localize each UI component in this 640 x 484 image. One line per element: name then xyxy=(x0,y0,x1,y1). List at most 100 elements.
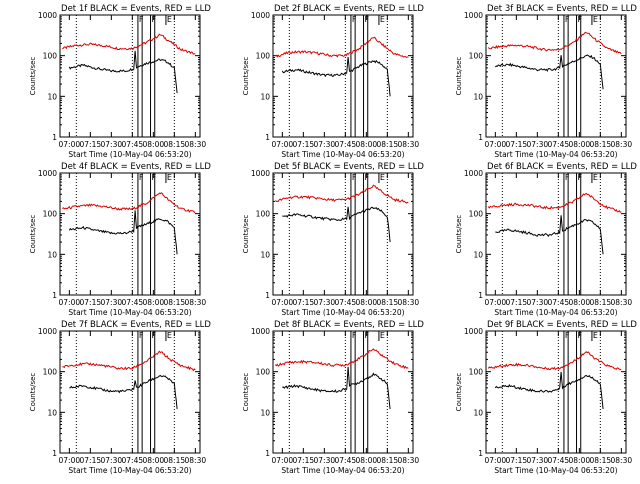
band-marker-label: F xyxy=(352,331,357,340)
x-tick-label: 07:45 xyxy=(122,298,144,307)
panel-title: Det 2f BLACK = Events, RED = LLD xyxy=(274,4,424,14)
y-tick-label: 1 xyxy=(52,291,57,300)
series-line-events xyxy=(69,374,178,410)
plot-frame xyxy=(272,172,414,296)
y-tick-label: 1 xyxy=(478,449,483,458)
detector-panel-9: Det 9f BLACK = Events, RED = LLD 1 10 100 10… xyxy=(455,320,637,475)
y-tick-label: 1000 xyxy=(38,11,57,20)
plot-frame xyxy=(59,14,201,138)
x-tick-label: 07:00 xyxy=(272,456,294,465)
x-tick-label: 07:00 xyxy=(59,456,81,465)
y-tick-label: 10 xyxy=(47,250,57,259)
x-tick-label: 08:15 xyxy=(164,456,186,465)
y-axis-title: Counts/sec xyxy=(29,373,37,412)
x-tick-label: 07:30 xyxy=(527,140,549,149)
detector-panel-8: Det 8f BLACK = Events, RED = LLD 1 10 100 10… xyxy=(242,320,424,475)
band-marker-label: E xyxy=(593,15,598,24)
y-tick-label: 10 xyxy=(473,408,483,417)
series-line-events xyxy=(281,56,391,97)
x-tick-label: 07:45 xyxy=(335,140,357,149)
y-tick-label: 10 xyxy=(260,250,270,259)
y-axis-title: Counts/sec xyxy=(455,373,463,412)
x-tick-label: 07:30 xyxy=(527,298,549,307)
panel-title: Det 7f BLACK = Events, RED = LLD xyxy=(61,320,211,330)
y-tick-label: 1000 xyxy=(38,169,57,178)
panel-title: Det 4f BLACK = Events, RED = LLD xyxy=(61,162,211,172)
band-marker-label: F xyxy=(152,331,157,340)
series-line-events xyxy=(495,215,604,255)
y-tick-label: 1000 xyxy=(251,11,270,20)
band-marker-label: E xyxy=(380,173,385,182)
x-tick-label: 08:30 xyxy=(398,298,420,307)
x-tick-label: 07:45 xyxy=(122,456,144,465)
y-tick-label: 1 xyxy=(52,133,57,142)
y-tick-label: 100 xyxy=(469,368,484,377)
series-line-lld xyxy=(274,36,409,58)
band-marker-box xyxy=(563,172,569,296)
x-tick-label: 08:00 xyxy=(143,140,165,149)
y-tick-label: 1 xyxy=(265,291,270,300)
x-axis-title: Start Time (10-May-04 06:53:20) xyxy=(281,308,404,317)
series-line-lld xyxy=(274,348,409,370)
y-tick-label: 10 xyxy=(47,92,57,101)
y-tick-label: 100 xyxy=(256,368,271,377)
band-marker-box xyxy=(350,172,356,296)
panel-title: Det 1f BLACK = Events, RED = LLD xyxy=(61,4,211,14)
detector-panel-4: Det 4f BLACK = Events, RED = LLD 1 10 100 10… xyxy=(29,162,211,317)
series-line-events xyxy=(494,54,604,90)
y-tick-label: 1000 xyxy=(251,327,270,336)
x-axis-title: Start Time (10-May-04 06:53:20) xyxy=(494,150,617,159)
band-marker-box xyxy=(150,14,156,138)
y-tick-label: 1000 xyxy=(464,11,483,20)
x-tick-label: 08:00 xyxy=(143,298,165,307)
y-tick-label: 100 xyxy=(43,52,58,61)
x-tick-label: 07:15 xyxy=(80,456,102,465)
x-tick-label: 08:30 xyxy=(611,140,633,149)
plot-frame xyxy=(59,172,201,296)
x-tick-label: 07:30 xyxy=(527,456,549,465)
panel-title: Det 8f BLACK = Events, RED = LLD xyxy=(274,320,424,330)
y-tick-label: 1000 xyxy=(251,169,270,178)
band-marker-label: E xyxy=(593,173,598,182)
band-marker-label: F xyxy=(365,173,370,182)
band-marker-box xyxy=(350,330,356,454)
series-line-events xyxy=(68,210,178,255)
y-tick-label: 10 xyxy=(473,92,483,101)
band-marker-box xyxy=(350,14,356,138)
x-tick-label: 07:30 xyxy=(101,298,123,307)
y-tick-label: 10 xyxy=(260,92,270,101)
x-axis-title: Start Time (10-May-04 06:53:20) xyxy=(68,308,191,317)
x-tick-label: 08:30 xyxy=(398,140,420,149)
x-tick-label: 07:15 xyxy=(506,140,528,149)
band-marker-box xyxy=(137,172,143,296)
band-marker-box xyxy=(137,14,143,138)
series-line-lld xyxy=(62,192,196,214)
x-tick-label: 07:00 xyxy=(59,298,81,307)
band-marker-box xyxy=(150,330,156,454)
x-tick-label: 07:45 xyxy=(335,456,357,465)
y-tick-label: 1000 xyxy=(464,327,483,336)
band-marker-label: F xyxy=(578,331,583,340)
x-axis-title: Start Time (10-May-04 06:53:20) xyxy=(494,308,617,317)
band-marker-label: E xyxy=(167,173,172,182)
x-tick-label: 08:15 xyxy=(590,456,612,465)
y-tick-label: 1 xyxy=(52,449,57,458)
band-marker-box xyxy=(363,14,369,138)
series-line-lld xyxy=(274,184,409,204)
x-tick-label: 07:15 xyxy=(80,298,102,307)
y-tick-label: 1000 xyxy=(38,327,57,336)
x-tick-label: 08:30 xyxy=(185,456,207,465)
x-tick-label: 08:30 xyxy=(611,456,633,465)
band-marker-label: F xyxy=(578,173,583,182)
band-marker-box xyxy=(576,330,582,454)
x-tick-label: 07:00 xyxy=(485,456,507,465)
band-marker-label: F xyxy=(565,173,570,182)
band-marker-label: F xyxy=(365,331,370,340)
x-tick-label: 07:30 xyxy=(101,140,123,149)
x-tick-label: 08:15 xyxy=(590,298,612,307)
band-marker-box xyxy=(576,172,582,296)
detector-panel-5: Det 5f BLACK = Events, RED = LLD 1 10 100 10… xyxy=(242,162,424,317)
plot-frame xyxy=(485,330,627,454)
